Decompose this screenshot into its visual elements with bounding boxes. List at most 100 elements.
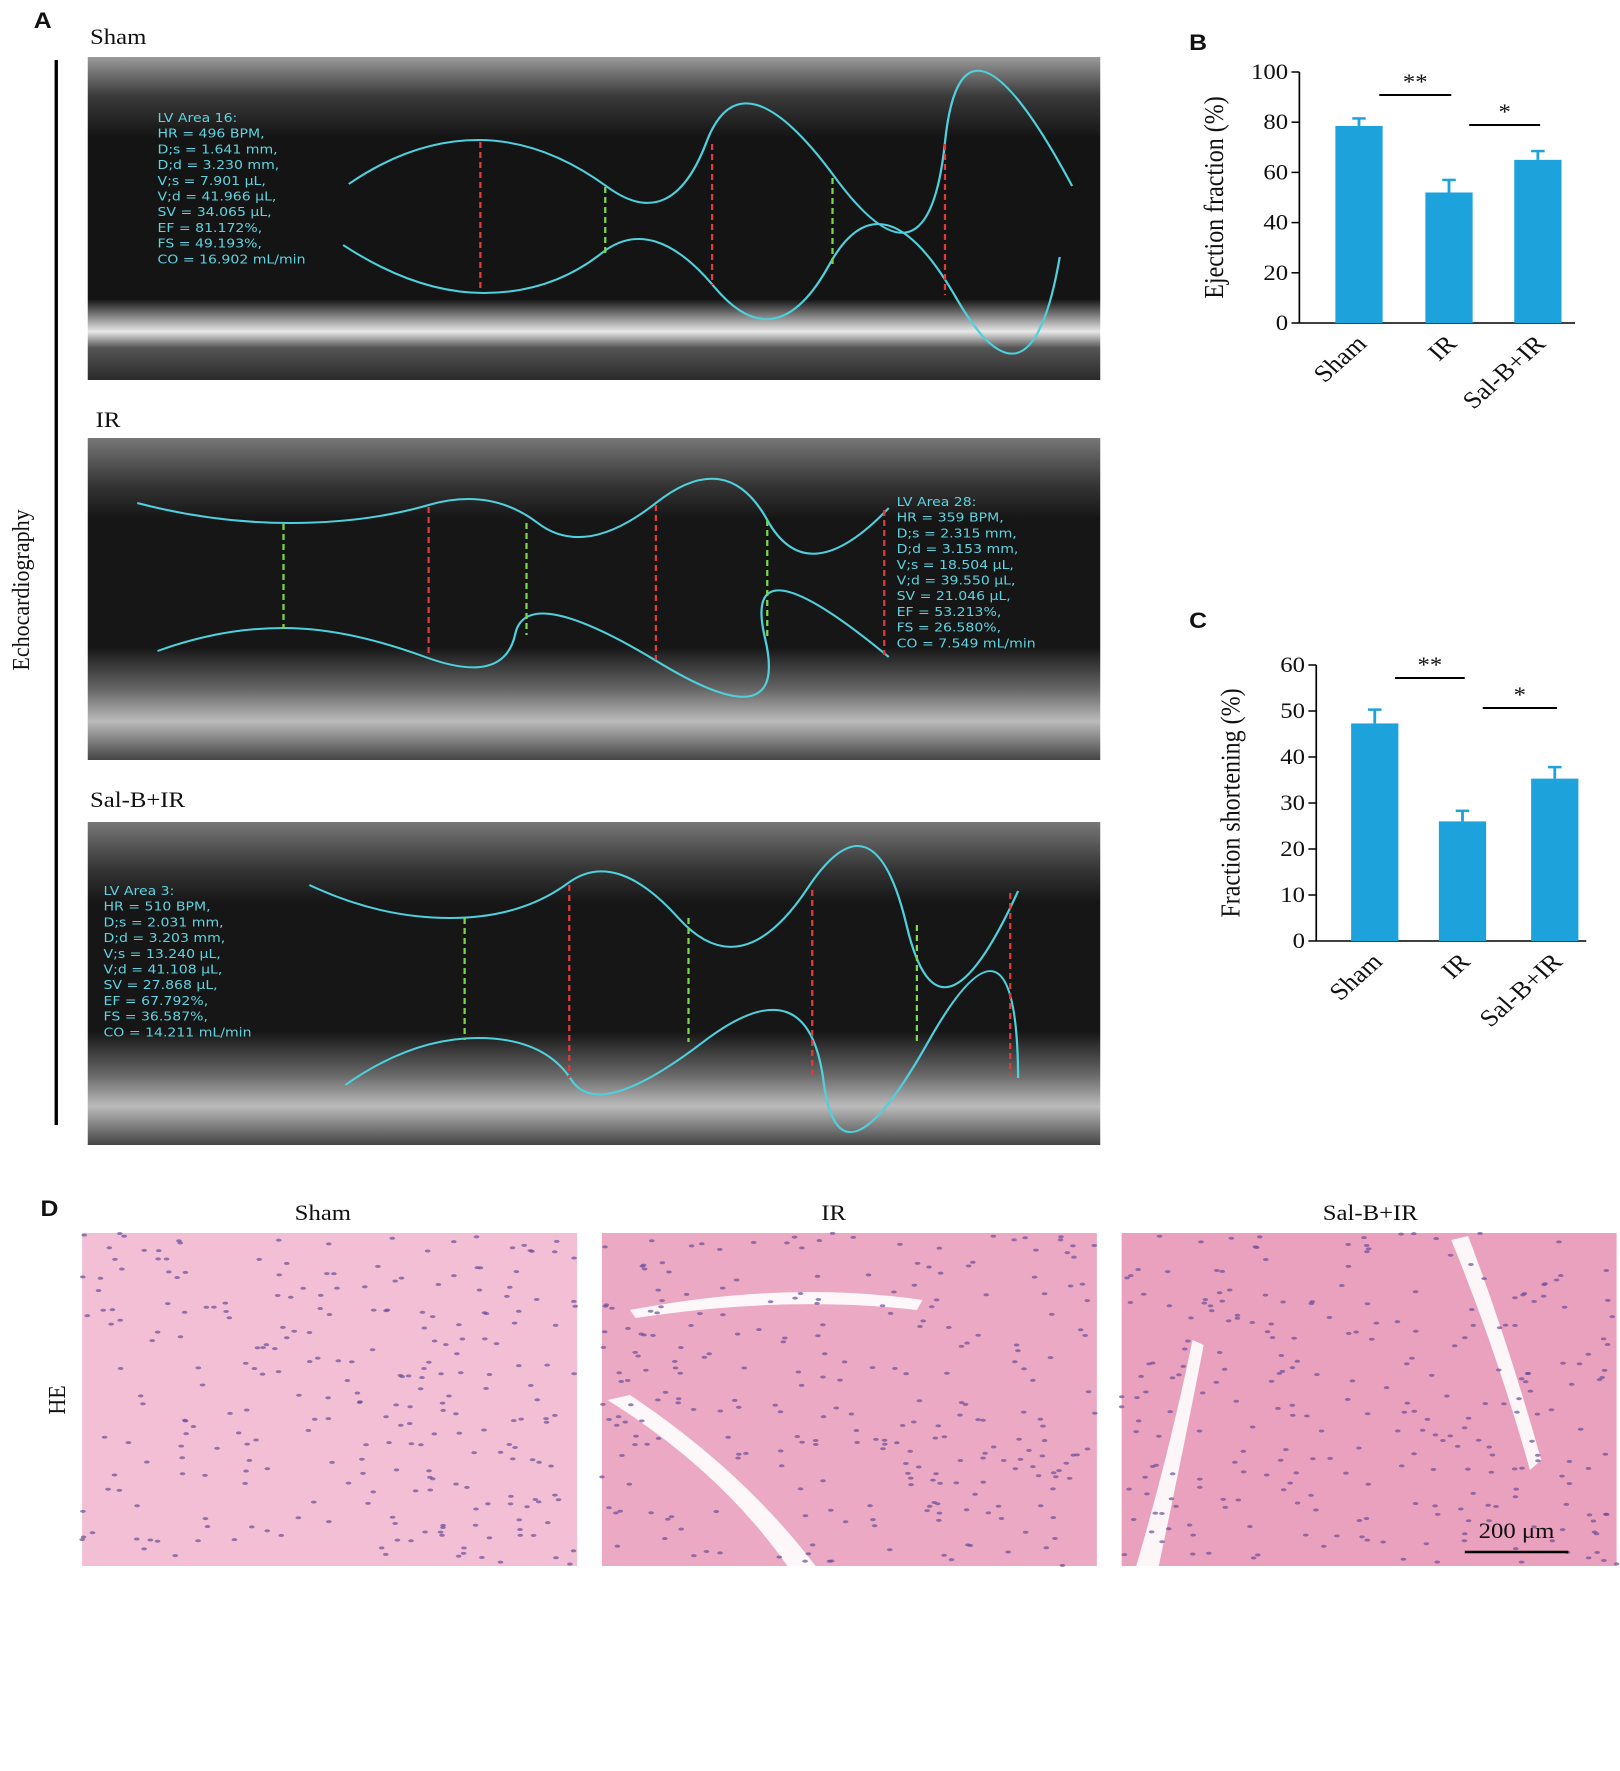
nucleus <box>1359 1535 1365 1539</box>
nucleus <box>1142 1475 1148 1479</box>
nucleus <box>79 1538 85 1542</box>
nucleus <box>815 1297 822 1301</box>
nucleus <box>1496 1326 1503 1330</box>
nucleus <box>1216 1291 1223 1295</box>
y-tick-label: 30 <box>1280 791 1305 815</box>
nucleus <box>777 1410 784 1414</box>
nucleus <box>435 1282 442 1286</box>
nucleus <box>716 1247 723 1251</box>
nucleus <box>81 1233 87 1237</box>
nucleus <box>254 1346 261 1350</box>
nucleus <box>980 1456 986 1460</box>
nucleus <box>389 1515 396 1519</box>
nucleus <box>317 1307 324 1311</box>
nucleus <box>837 1378 843 1382</box>
nucleus <box>1169 1376 1176 1380</box>
nucleus <box>873 1437 879 1441</box>
nucleus <box>1143 1390 1149 1394</box>
nucleus <box>1364 1250 1370 1254</box>
nucleus <box>242 1361 249 1365</box>
nucleus <box>532 1497 539 1501</box>
nucleus <box>125 1441 132 1445</box>
nucleus <box>619 1453 625 1457</box>
nucleus <box>508 1494 514 1498</box>
nucleus <box>251 1367 258 1371</box>
nucleus <box>659 1261 666 1265</box>
echo-readout: D;d = 3.203 mm, <box>104 932 226 946</box>
nucleus <box>223 1309 229 1313</box>
nucleus <box>1412 1329 1419 1333</box>
nucleus <box>690 1407 697 1411</box>
nucleus <box>1277 1458 1284 1462</box>
nucleus <box>572 1304 579 1308</box>
nucleus <box>386 1441 392 1445</box>
nucleus <box>1037 1504 1044 1508</box>
nucleus <box>603 1303 610 1307</box>
nucleus <box>1364 1538 1371 1542</box>
nucleus <box>1520 1293 1526 1297</box>
nucleus <box>1287 1481 1294 1485</box>
nucleus <box>552 1493 558 1497</box>
nucleus <box>1268 1322 1275 1326</box>
nucleus <box>408 1539 414 1543</box>
nucleus <box>155 1249 162 1253</box>
nucleus <box>530 1533 537 1537</box>
bar <box>1425 192 1473 323</box>
nucleus <box>105 1487 111 1491</box>
nucleus <box>421 1366 427 1370</box>
nucleus <box>812 1438 819 1442</box>
nucleus <box>1495 1368 1502 1372</box>
nucleus <box>357 1400 363 1404</box>
nucleus <box>990 1445 997 1449</box>
nucleus <box>953 1481 960 1485</box>
nucleus <box>1470 1491 1476 1495</box>
nucleus <box>1566 1459 1573 1463</box>
nucleus <box>203 1305 210 1309</box>
nucleus <box>446 1394 452 1398</box>
nucleus <box>345 1481 352 1485</box>
nucleus <box>829 1231 836 1235</box>
nucleus <box>1613 1562 1620 1566</box>
nucleus <box>497 1560 504 1564</box>
nucleus <box>314 1356 321 1360</box>
nucleus <box>1190 1533 1197 1537</box>
nucleus <box>736 1452 742 1456</box>
nucleus <box>1133 1430 1139 1434</box>
nucleus <box>1368 1337 1375 1341</box>
nucleus <box>1440 1439 1446 1443</box>
nucleus <box>975 1418 981 1422</box>
nucleus <box>1057 1238 1064 1242</box>
nucleus <box>473 1235 480 1239</box>
nucleus <box>515 1309 522 1313</box>
nucleus <box>668 1515 675 1519</box>
nucleus <box>1016 1437 1022 1441</box>
nucleus <box>348 1360 355 1364</box>
nucleus <box>1353 1330 1359 1334</box>
nucleus <box>95 1289 102 1293</box>
nucleus <box>1134 1396 1140 1400</box>
nucleus <box>295 1516 302 1520</box>
nucleus <box>509 1457 516 1461</box>
nucleus <box>354 1391 361 1395</box>
nucleus <box>926 1265 932 1269</box>
nucleus <box>1247 1525 1253 1529</box>
nucleus <box>424 1249 431 1253</box>
nucleus <box>1488 1470 1495 1474</box>
nucleus <box>1181 1347 1188 1351</box>
nucleus <box>701 1355 708 1359</box>
x-tick-label: Sal-B+IR <box>1456 330 1551 414</box>
nucleus <box>1130 1518 1137 1522</box>
nucleus <box>375 1264 381 1268</box>
nucleus <box>662 1390 669 1394</box>
nucleus <box>784 1241 790 1245</box>
nucleus <box>618 1379 625 1383</box>
nucleus <box>1345 1242 1351 1246</box>
nucleus <box>1293 1471 1300 1475</box>
nucleus <box>1037 1417 1044 1421</box>
nucleus <box>202 1517 209 1521</box>
nucleus <box>915 1465 922 1469</box>
nucleus <box>899 1423 906 1427</box>
nucleus <box>903 1461 909 1465</box>
nucleus <box>1560 1361 1566 1365</box>
nucleus <box>1022 1530 1029 1534</box>
